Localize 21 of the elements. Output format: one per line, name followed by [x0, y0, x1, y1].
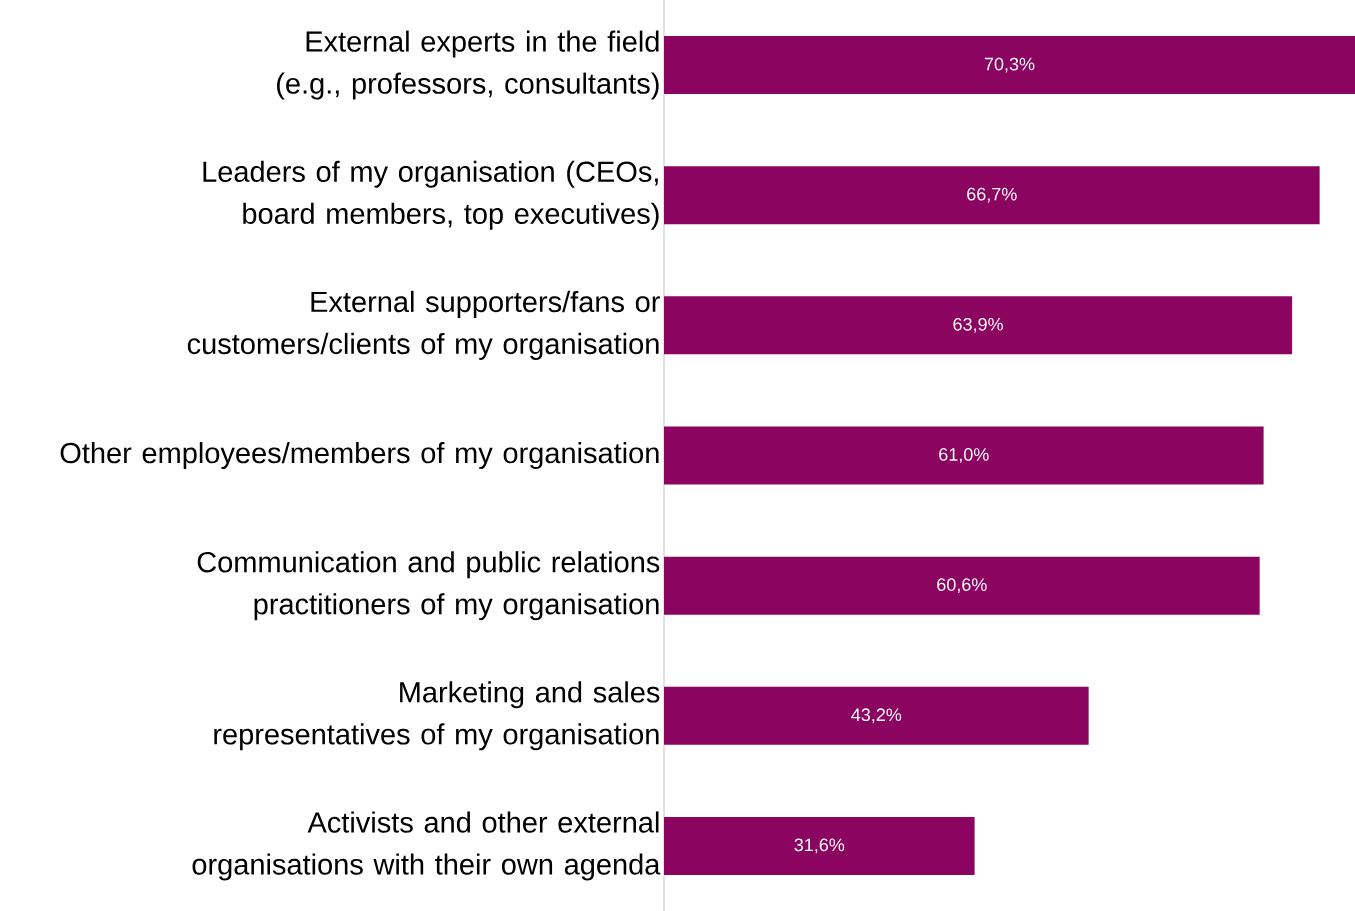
data-label: 66,7% — [967, 187, 1017, 203]
y-tick-label: External experts in the field (e.g., professors, consultants) — [277, 30, 659, 100]
y-tick-label: Leaders of my organisation (CEOs, board members, top executives) — [203, 160, 659, 230]
bar — [664, 816, 975, 875]
bar — [664, 426, 1264, 485]
data-label: 60,6% — [937, 578, 987, 594]
data-label: 31,6% — [794, 838, 845, 854]
data-label: 63,9% — [953, 317, 1003, 333]
y-tick-label: Marketing and sales representatives of my organisation — [214, 681, 660, 751]
data-label: 43,2% — [851, 708, 902, 724]
data-label: 61,0% — [939, 448, 989, 463]
y-tick-label: Other employees/members of my organisation — [60, 441, 659, 470]
y-tick-label: Communication and public relations practitioners of my organisation — [197, 551, 660, 621]
y-tick-label: Activists and other external organisations with their own agenda — [192, 811, 661, 881]
bar — [664, 296, 1293, 355]
y-tick-label: External supporters/fans or customers/clients of my organisation — [187, 290, 660, 360]
bar — [664, 686, 1089, 745]
bar — [664, 556, 1260, 615]
data-label: 70,3% — [984, 57, 1035, 73]
bar — [664, 166, 1320, 225]
bar — [664, 36, 1355, 95]
